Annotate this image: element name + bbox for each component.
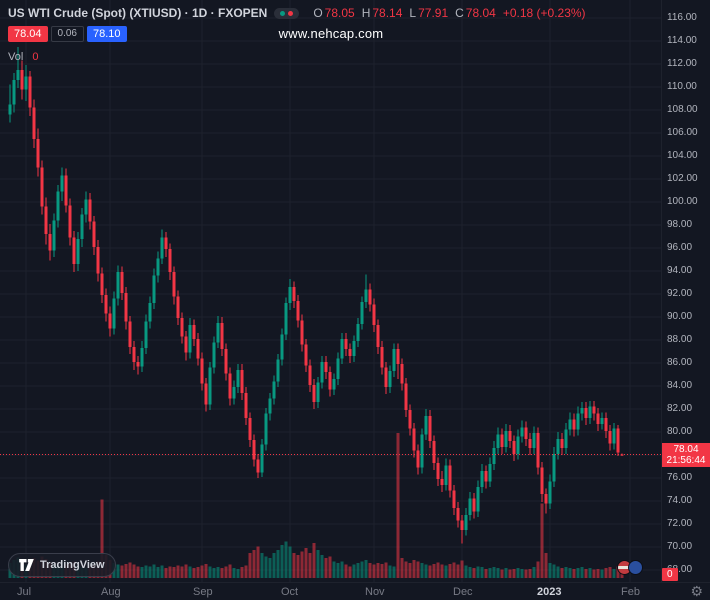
price-axis-label: 70.00 [667,541,693,552]
time-axis-label: Jul [17,586,32,598]
price-axis-label: 74.00 [667,495,693,506]
usd-flag-icon [628,560,643,575]
low-label: L [409,6,417,20]
time-axis-label: Oct [281,586,299,598]
open-value: 78.05 [324,6,355,20]
time-axis-label: Feb [621,586,640,598]
price-axis-label: 76.00 [667,472,693,483]
last-price-value: 78.04 [673,443,699,455]
price-axis-label: 84.00 [667,380,693,391]
settings-gear-icon[interactable]: ⚙ [690,583,703,599]
price-axis-label: 68.00 [667,564,693,575]
candles [8,46,624,544]
volume-value: 0 [32,51,39,63]
price-axis-label: 90.00 [667,311,693,322]
price-axis-label: 72.00 [667,518,693,529]
price-axis-label: 92.00 [667,288,693,299]
sell-dot-icon [288,10,294,16]
price-axis-label: 116.00 [667,12,697,23]
price-axis-label: 106.00 [667,127,698,138]
spread-value: 0.06 [50,26,84,42]
price-axis-label: 100.00 [667,196,698,207]
price-axis-label: 102.00 [667,173,698,184]
price-axis-label: 110.00 [667,81,697,92]
buy-dot-icon [280,10,286,16]
time-axis-label: Nov [365,586,385,598]
price-axis-label: 96.00 [667,242,693,253]
price-axis-label: 82.00 [667,403,693,414]
tradingview-logo[interactable]: TradingView [8,553,116,577]
instrument-flags-icon [617,560,643,575]
price-axis[interactable]: 116.00 114.00 112.00 110.00 108.00 106.00 104.… [661,0,710,582]
price-axis-label: 112.00 [667,58,697,69]
tradingview-mark-icon [19,559,34,571]
last-price-badge: 78.04 21:56:44 [662,442,710,467]
volume-label: Vol [8,51,24,63]
close-label: C [455,6,464,20]
watermark: www.nehcap.com [278,26,384,41]
high-label: H [361,6,371,20]
visibility-toggle-icon[interactable] [274,7,300,19]
price-axis-label: 108.00 [667,104,698,115]
price-axis-label: 104.00 [667,150,698,161]
time-axis-label: Sep [193,586,213,598]
volume-zero-badge: 0 [662,568,678,581]
high-value: 78.14 [372,6,403,20]
bar-countdown: 21:56:44 [666,454,706,466]
price-axis-label: 114.00 [667,35,697,46]
price-axis-label: 88.00 [667,334,693,345]
change-value: +0.18 (+0.23%) [502,6,586,20]
time-axis[interactable]: Jul Aug Sep Oct Nov Dec 2023 Feb [0,582,710,600]
time-axis-label: Aug [101,586,121,598]
time-axis-label: 2023 [537,586,562,598]
time-axis-label: Dec [453,586,473,598]
open-label: O [313,6,323,20]
grid-lines [0,0,662,582]
low-value: 77.91 [418,6,449,20]
buy-price-button[interactable]: 78.10 [87,26,127,42]
chart-legend: US WTI Crude (Spot) (XTIUSD) · 1D · FXOP… [8,6,586,63]
close-value: 78.04 [465,6,496,20]
sell-price-button[interactable]: 78.04 [8,26,48,42]
price-axis-label: 86.00 [667,357,693,368]
ohlc-readout: O 78.05 H 78.14 L 77.91 C 78.04 +0.18 (+… [306,6,585,20]
price-axis-label: 94.00 [667,265,693,276]
tradingview-logo-text: TradingView [40,559,105,571]
price-axis-label: 80.00 [667,426,693,437]
symbol-title[interactable]: US WTI Crude (Spot) (XTIUSD) · 1D · FXOP… [8,6,268,20]
price-axis-label: 98.00 [667,219,693,230]
